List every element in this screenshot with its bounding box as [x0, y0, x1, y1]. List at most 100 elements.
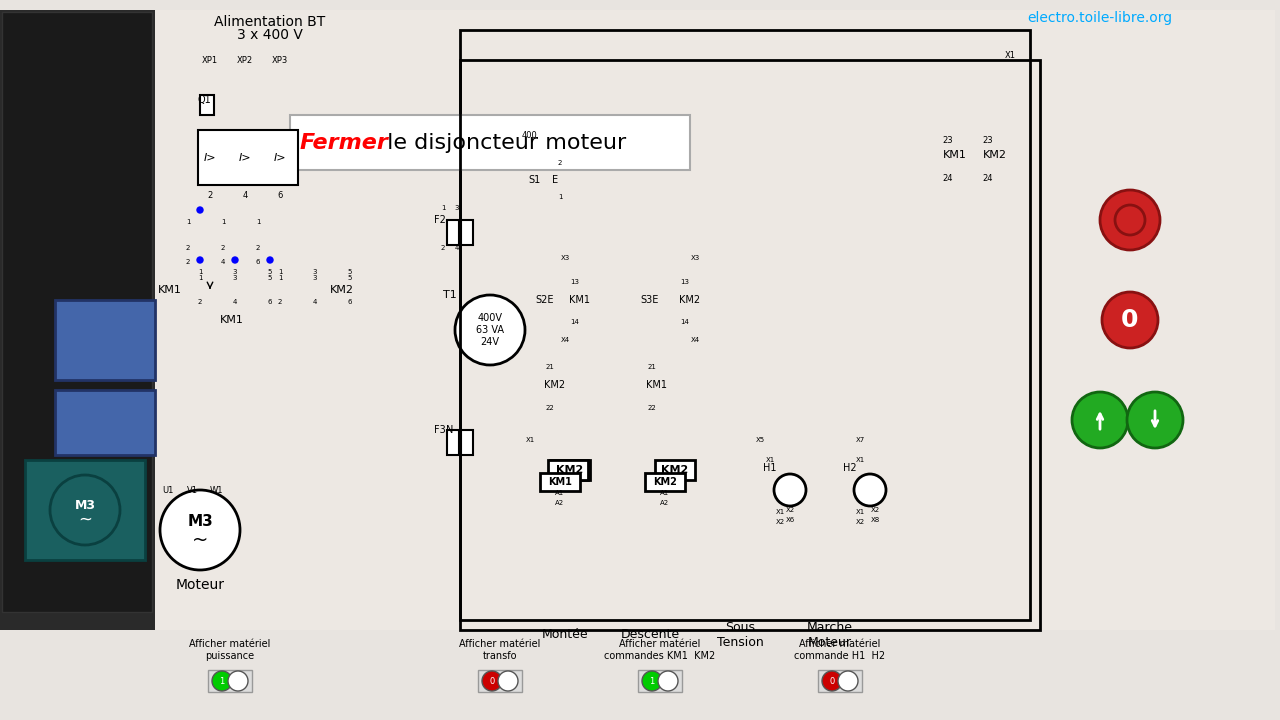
- Text: KM1: KM1: [548, 477, 572, 487]
- Text: Descente: Descente: [621, 629, 680, 642]
- Text: X4: X4: [561, 337, 570, 343]
- Text: 3 x 400 V: 3 x 400 V: [237, 28, 303, 42]
- Text: I>: I>: [238, 153, 251, 163]
- Text: 3: 3: [233, 275, 237, 281]
- Text: 3: 3: [312, 275, 317, 281]
- Bar: [461, 430, 474, 455]
- Circle shape: [1115, 205, 1146, 235]
- Circle shape: [658, 671, 678, 691]
- Text: XP3: XP3: [271, 55, 288, 65]
- Text: W1: W1: [209, 485, 223, 495]
- Text: 2: 2: [256, 245, 260, 251]
- Text: 21: 21: [545, 364, 554, 370]
- Circle shape: [838, 671, 858, 691]
- Text: XP1: XP1: [202, 55, 218, 65]
- Bar: [155, 10, 1115, 630]
- Bar: [645, 473, 685, 491]
- Text: 2: 2: [186, 245, 191, 251]
- Text: 22: 22: [545, 405, 554, 411]
- Bar: [637, 670, 682, 692]
- Text: S1: S1: [529, 175, 541, 185]
- Text: A1: A1: [556, 490, 564, 496]
- Bar: [200, 95, 214, 115]
- Text: 5: 5: [268, 269, 273, 275]
- Text: Alimentation BT: Alimentation BT: [214, 15, 325, 29]
- Text: KM1: KM1: [220, 315, 244, 325]
- Text: 1: 1: [219, 677, 224, 685]
- Text: le disjoncteur moteur: le disjoncteur moteur: [380, 132, 626, 153]
- Text: M3: M3: [187, 515, 212, 529]
- Text: 2: 2: [278, 299, 282, 305]
- Polygon shape: [625, 465, 635, 475]
- Text: X3: X3: [690, 255, 700, 261]
- Text: 2: 2: [440, 245, 445, 251]
- Text: 4: 4: [454, 245, 460, 251]
- Bar: [460, 30, 1030, 620]
- Text: 3: 3: [454, 205, 460, 211]
- Text: KM1: KM1: [646, 380, 667, 390]
- Text: XP2: XP2: [237, 55, 253, 65]
- Text: X2: X2: [786, 507, 795, 513]
- Circle shape: [454, 295, 525, 365]
- Bar: [55, 390, 155, 455]
- Bar: [198, 130, 298, 185]
- Text: 3: 3: [312, 269, 317, 275]
- Text: X8: X8: [870, 517, 879, 523]
- Text: ~: ~: [192, 531, 209, 549]
- Text: Fermer: Fermer: [300, 132, 389, 153]
- Text: 1: 1: [278, 269, 283, 275]
- Circle shape: [232, 257, 238, 263]
- Text: N: N: [447, 425, 453, 435]
- Text: S3E: S3E: [641, 295, 659, 305]
- Text: 4: 4: [221, 259, 225, 265]
- Text: 2: 2: [207, 191, 212, 199]
- Text: 6: 6: [268, 299, 273, 305]
- Text: 1: 1: [440, 205, 445, 211]
- Text: A2: A2: [556, 500, 564, 506]
- Bar: [26, 460, 145, 560]
- Text: 21: 21: [648, 364, 657, 370]
- Text: KM2: KM2: [330, 285, 355, 295]
- Bar: [447, 430, 460, 455]
- Text: KM1: KM1: [570, 295, 590, 305]
- Bar: [291, 115, 690, 170]
- Circle shape: [268, 257, 273, 263]
- Text: KM2: KM2: [544, 380, 566, 390]
- Text: 0: 0: [489, 677, 494, 685]
- Text: 1: 1: [649, 677, 654, 685]
- Bar: [447, 220, 460, 245]
- Text: 1: 1: [278, 275, 283, 281]
- Text: 2: 2: [221, 245, 225, 251]
- Text: 22: 22: [648, 405, 657, 411]
- Circle shape: [160, 490, 241, 570]
- Text: electro.toile-libre.org: electro.toile-libre.org: [1028, 11, 1172, 25]
- Bar: [461, 220, 474, 245]
- Text: X1: X1: [855, 457, 864, 463]
- Text: X3: X3: [561, 255, 570, 261]
- Text: 4: 4: [312, 299, 317, 305]
- Bar: [550, 460, 590, 480]
- Text: S2E: S2E: [536, 295, 554, 305]
- Text: 1: 1: [256, 219, 260, 225]
- Text: 23: 23: [942, 135, 954, 145]
- Circle shape: [498, 671, 518, 691]
- Text: 14: 14: [681, 319, 690, 325]
- Text: 13: 13: [681, 279, 690, 285]
- Text: 400V
63 VA
24V: 400V 63 VA 24V: [476, 313, 504, 346]
- Text: 6: 6: [256, 259, 260, 265]
- Text: KM2: KM2: [680, 295, 700, 305]
- Text: 1: 1: [558, 194, 562, 200]
- Text: 4: 4: [233, 299, 237, 305]
- Text: V1: V1: [187, 485, 197, 495]
- Text: 14: 14: [571, 319, 580, 325]
- Text: 1: 1: [186, 219, 191, 225]
- Text: 5: 5: [348, 269, 352, 275]
- Text: 6: 6: [348, 299, 352, 305]
- Text: Sous
Tension: Sous Tension: [717, 621, 763, 649]
- Text: X2: X2: [855, 519, 864, 525]
- Circle shape: [1071, 392, 1128, 448]
- Text: X2: X2: [870, 507, 879, 513]
- Text: H1: H1: [763, 463, 777, 473]
- Text: X5: X5: [755, 437, 764, 443]
- Text: M3: M3: [74, 498, 96, 511]
